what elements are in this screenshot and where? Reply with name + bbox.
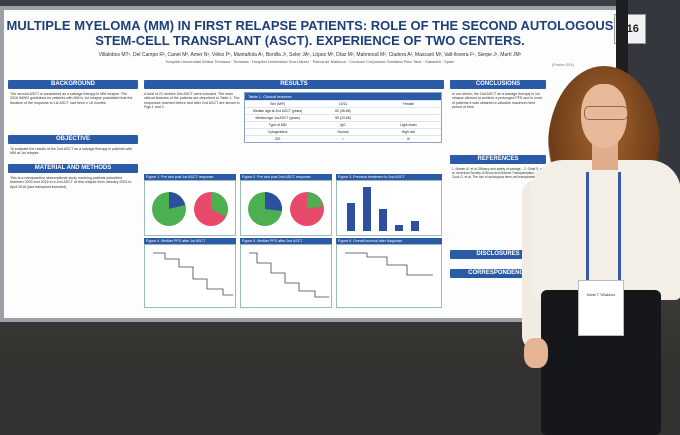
figure-1-pies [152,192,228,226]
right-column: CONCLUSIONS In our series, the 2nd ASCT … [450,80,546,278]
objective-header: OBJECTIVE [8,135,138,144]
figure-5-caption: Figure 5. Median PFS after 2nd ASCT [240,238,332,244]
correspondence-header: CORRESPONDENCE [450,269,546,278]
figure-4-km-curve [153,252,233,296]
left-column: BACKGROUND The second ASCT is considered… [8,80,138,299]
figure-2-caption: Figure 2. Pre and post 2nd ASCT response [240,174,332,180]
figure-2-pies [248,191,324,226]
table-title: Table 1. Clinical features [245,93,441,100]
results-column: RESULTS A total of 21 receive 2nd ASCT w… [144,80,444,308]
references-text: 1. Manier M, et al. Efficacy and safety … [452,167,543,179]
figure-6-km-curve [345,252,433,276]
person-hand [524,338,548,368]
figure-1: Figure 1. Pre and post 1st ASCT response [144,174,236,236]
results-text: A total of 21 receive 2nd ASCT were incl… [144,92,240,110]
conclusions-header: CONCLUSIONS [450,80,546,89]
conclusions-text: In our series, the 2nd ASCT as a salvage… [452,92,542,110]
figure-6-caption: Figure 6. Overall survival after diagnos… [336,238,442,244]
figure-5: Figure 5. Median PFS after 2nd ASCT [240,238,332,308]
poster-authors: Villalobos MT¹, Del Campo R², Canet M², … [98,52,522,58]
badge-text: Maria T. Villalobos [586,293,616,297]
poster-institutions: Hospital Universitari Mútua Terrassa · T… [165,59,455,64]
background-header: BACKGROUND [8,80,138,89]
table-row: ISS I III [245,135,441,142]
lanyard [586,172,589,282]
poster-id: (Poster 001) [552,62,575,67]
table-row: Median age 1st ASCT (years) 55 (33-65) [245,114,441,121]
background-text: The second ASCT is considered as a salva… [10,92,133,105]
glasses-icon [584,106,628,120]
methods-header: MATERIAL AND METHODS [8,164,138,173]
poster: MULTIPLE MYELOMA (MM) IN FIRST RELAPSE P… [4,10,616,318]
results-header: RESULTS [144,80,444,89]
figure-1-caption: Figure 1. Pre and post 1st ASCT response [144,174,236,180]
methods-text: This is a retrospective observational st… [10,176,132,189]
table-row: Type of MM IgG Light chain [245,121,441,128]
figure-3-caption: Figure 3. Previous treatment to 2nd ASCT [336,174,442,180]
person-shirt [531,160,680,300]
table-row: Sex (M/F) 10/11 Female [245,100,441,107]
disclosures-header: DISCLOSURES [450,250,546,259]
name-badge: Maria T. Villalobos [578,280,624,336]
figure-6: Figure 6. Overall survival after diagnos… [336,238,442,308]
objective-text: To evaluate the results of the 2nd ASCT … [10,147,133,156]
clinical-features-table: Table 1. Clinical features Sex (M/F) 10/1… [244,92,442,143]
poster-title: MULTIPLE MYELOMA (MM) IN FIRST RELAPSE P… [6,18,614,48]
references-header: REFERENCES [450,155,546,164]
figure-4-caption: Figure 4. Median PFS after 1st ASCT [144,238,236,244]
table-row: Median age at 2nd ASCT (years) 60 (36-68) [245,107,441,114]
figure-3-bars [347,187,419,231]
figure-2: Figure 2. Pre and post 2nd ASCT response [240,174,332,236]
lanyard [618,172,621,282]
figure-5-km-curve [249,252,329,298]
figure-4: Figure 4. Median PFS after 1st ASCT [144,238,236,308]
table-row: Cytogenetics Normal High risk [245,128,441,135]
figure-3: Figure 3. Previous treatment to 2nd ASCT [336,174,442,236]
